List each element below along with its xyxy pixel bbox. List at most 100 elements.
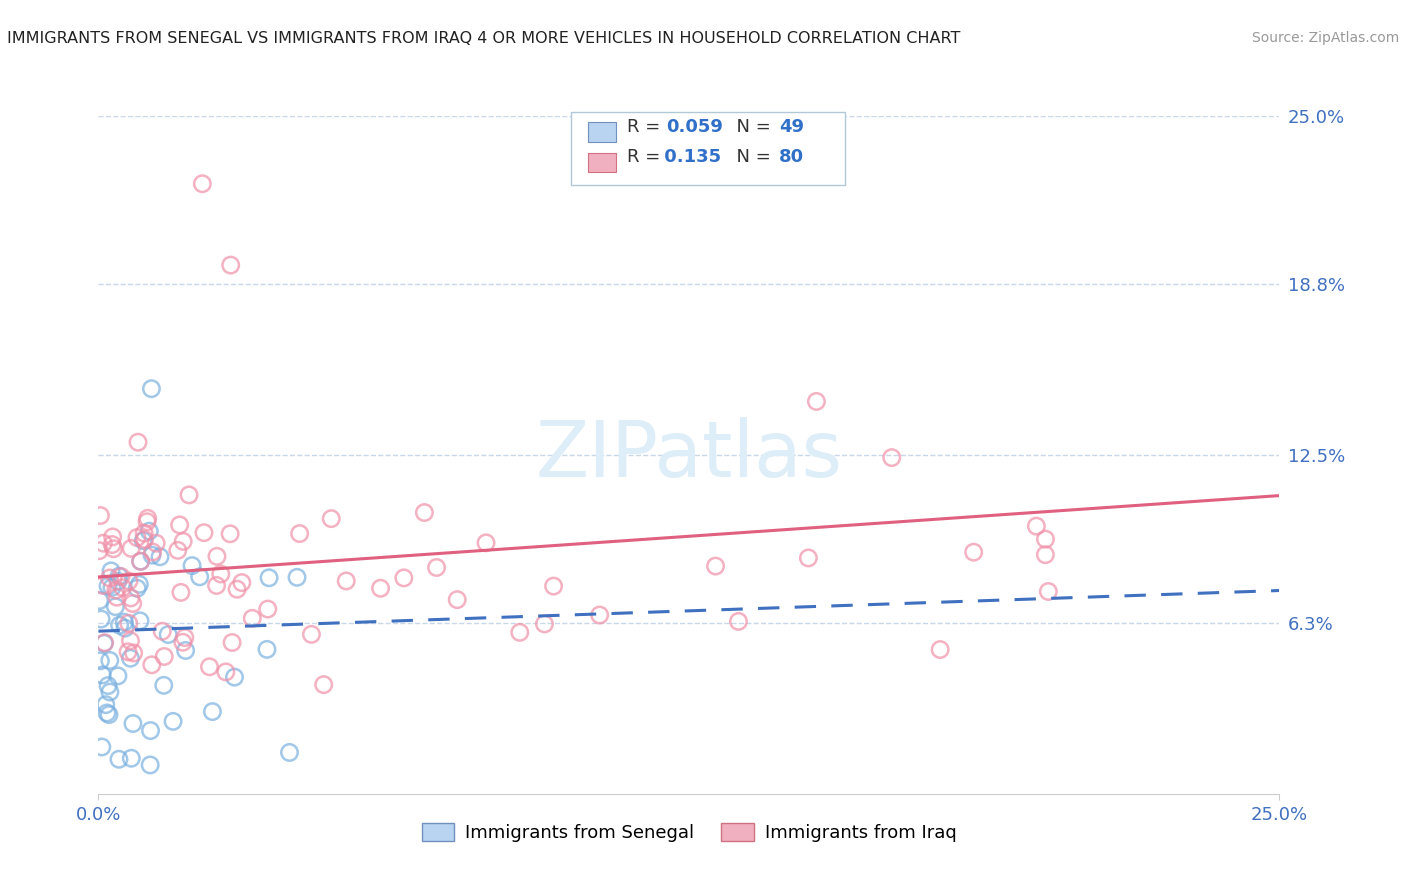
- Point: [205, 578, 228, 592]
- Point: [288, 526, 311, 541]
- Point: [103, 541, 125, 556]
- Point: [101, 537, 124, 551]
- Point: [201, 705, 224, 719]
- Point: [221, 635, 243, 649]
- Point: [1038, 584, 1060, 599]
- Text: 0.135: 0.135: [658, 148, 721, 166]
- Point: [114, 621, 136, 635]
- Point: [98, 653, 121, 667]
- Point: [152, 678, 174, 692]
- Point: [177, 488, 200, 502]
- Point: [120, 591, 142, 605]
- Point: [127, 581, 149, 595]
- Point: [132, 526, 155, 541]
- Point: [191, 177, 214, 191]
- Point: [104, 599, 127, 614]
- Point: [806, 394, 828, 409]
- Point: [446, 592, 468, 607]
- Point: [215, 665, 238, 679]
- Point: [98, 685, 121, 699]
- Point: [90, 612, 112, 626]
- Point: [108, 569, 131, 583]
- Text: 80: 80: [779, 148, 804, 166]
- Point: [224, 670, 246, 684]
- Point: [134, 533, 156, 547]
- Point: [96, 706, 118, 720]
- Point: [129, 554, 152, 568]
- Point: [89, 593, 111, 607]
- Point: [127, 435, 149, 450]
- Point: [335, 574, 357, 588]
- Point: [108, 752, 131, 766]
- Point: [240, 611, 263, 625]
- Point: [174, 643, 197, 657]
- Point: [226, 582, 249, 597]
- Point: [413, 506, 436, 520]
- Point: [141, 382, 163, 396]
- Point: [104, 583, 127, 598]
- Point: [727, 615, 749, 629]
- Point: [509, 625, 531, 640]
- Point: [142, 545, 165, 559]
- Text: N =: N =: [725, 118, 778, 136]
- Point: [205, 549, 228, 564]
- Point: [257, 571, 280, 585]
- Point: [797, 551, 820, 566]
- Point: [136, 515, 159, 529]
- Point: [301, 627, 323, 641]
- Point: [150, 624, 173, 639]
- Point: [149, 549, 172, 564]
- Point: [91, 536, 114, 550]
- Point: [108, 618, 131, 632]
- Point: [118, 616, 141, 631]
- Point: [118, 574, 141, 588]
- Point: [120, 633, 142, 648]
- Point: [97, 679, 120, 693]
- Point: [162, 714, 184, 729]
- Point: [426, 560, 449, 574]
- Point: [138, 524, 160, 539]
- Point: [219, 258, 242, 272]
- Point: [107, 669, 129, 683]
- Point: [132, 533, 155, 548]
- Point: [166, 543, 188, 558]
- Point: [101, 581, 124, 595]
- Point: [172, 635, 194, 649]
- Point: [101, 530, 124, 544]
- Point: [110, 569, 132, 583]
- Point: [117, 645, 139, 659]
- Point: [312, 678, 335, 692]
- Point: [122, 646, 145, 660]
- Text: N =: N =: [725, 148, 778, 166]
- Text: R =: R =: [627, 118, 666, 136]
- Point: [141, 548, 163, 562]
- Point: [1035, 532, 1057, 546]
- Text: IMMIGRANTS FROM SENEGAL VS IMMIGRANTS FROM IRAQ 4 OR MORE VEHICLES IN HOUSEHOLD : IMMIGRANTS FROM SENEGAL VS IMMIGRANTS FR…: [7, 31, 960, 46]
- Point: [125, 531, 148, 545]
- Point: [120, 651, 142, 665]
- Point: [172, 534, 194, 549]
- Point: [209, 566, 232, 581]
- Point: [105, 591, 128, 605]
- Point: [188, 570, 211, 584]
- Point: [1035, 548, 1057, 562]
- Point: [145, 536, 167, 550]
- Point: [278, 746, 301, 760]
- Point: [91, 578, 114, 592]
- Point: [181, 558, 204, 573]
- Point: [89, 543, 111, 558]
- Point: [285, 570, 308, 584]
- Point: [880, 450, 903, 465]
- Point: [98, 571, 121, 585]
- Point: [136, 511, 159, 525]
- Point: [475, 536, 498, 550]
- Point: [139, 758, 162, 772]
- Point: [129, 614, 152, 628]
- Point: [89, 654, 111, 668]
- Point: [198, 660, 221, 674]
- Point: [128, 577, 150, 591]
- Point: [170, 585, 193, 599]
- Point: [256, 642, 278, 657]
- Point: [98, 707, 121, 722]
- Point: [963, 545, 986, 559]
